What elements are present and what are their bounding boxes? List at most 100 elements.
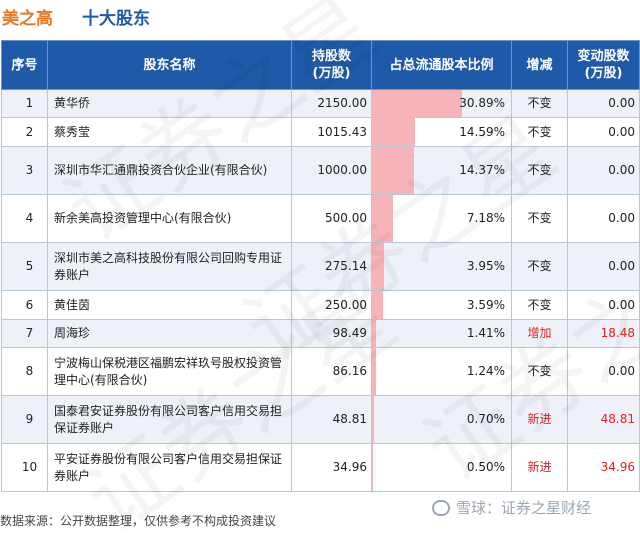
table-header-row: 序号 股东名称 持股数 (万股) 占总流通股本比例 增减 变动股数 (万股) — [1, 40, 640, 90]
change-cell: 不变 — [511, 117, 568, 147]
col-header-change: 增减 — [511, 40, 568, 90]
table-row: 6 黄佳茵 250.00 3.59% 不变 0.00 — [1, 290, 640, 320]
holder-name-cell: 周海珍 — [47, 319, 292, 348]
ratio-value: 0.70% — [466, 412, 505, 426]
logo-text: 雪球：证券之星财经 — [456, 499, 592, 517]
delta-cell: 34.96 — [567, 443, 640, 492]
table-body: 1 黄华侨 2150.00 30.89% 不变 0.00 2 蔡秀莹 1015.43 14.59%… — [1, 89, 640, 492]
change-cell: 新进 — [511, 395, 568, 444]
table-row: 9 国泰君安证券股份有限公司客户信用交易担保证券账户 48.81 0.70% 新进 48.… — [1, 395, 640, 444]
holder-name-cell: 黄华侨 — [47, 89, 292, 118]
delta-cell: 18.48 — [567, 319, 640, 348]
holder-name-cell: 国泰君安证券股份有限公司客户信用交易担保证券账户 — [47, 395, 292, 444]
ratio-bar — [372, 118, 415, 146]
shares-cell: 86.16 — [291, 347, 372, 396]
holder-name-cell: 深圳市华汇通鼎投资合伙企业(有限合伙) — [47, 146, 292, 195]
holder-name-cell: 平安证券股份有限公司客户信用交易担保证券账户 — [47, 443, 292, 492]
col-header-delta: 变动股数 (万股) — [567, 40, 640, 90]
rank-cell: 8 — [1, 347, 48, 396]
ratio-bar — [372, 90, 463, 117]
ratio-cell: 1.24% — [371, 347, 512, 396]
shares-cell: 275.14 — [291, 242, 372, 291]
table-row: 8 宁波梅山保税港区福鹏宏祥玖号股权投资管理中心(有限合伙) 86.16 1.24% 不… — [1, 347, 640, 396]
shares-cell: 2150.00 — [291, 89, 372, 118]
change-cell: 增加 — [511, 319, 568, 348]
change-cell: 不变 — [511, 89, 568, 118]
title-row: 美之高 十大股东 — [0, 0, 640, 34]
holder-name-cell: 黄佳茵 — [47, 290, 292, 320]
ratio-bar — [372, 147, 415, 194]
delta-cell: 48.81 — [567, 395, 640, 444]
ratio-value: 3.95% — [466, 259, 505, 273]
col-header-idx: 序号 — [1, 40, 48, 90]
ratio-cell: 30.89% — [371, 89, 512, 118]
ratio-bar — [372, 444, 374, 491]
ratio-bar — [372, 243, 384, 290]
data-source-note: 数据来源：公开数据整理，仅供参考不构成投资建议 — [0, 514, 277, 528]
ratio-cell: 0.70% — [371, 395, 512, 444]
ratio-value: 7.18% — [466, 211, 505, 225]
rank-cell: 6 — [1, 290, 48, 320]
shares-cell: 500.00 — [291, 194, 372, 243]
table-row: 10 平安证券股份有限公司客户信用交易担保证券账户 34.96 0.50% 新进 34.9… — [1, 443, 640, 492]
rank-cell: 10 — [1, 443, 48, 492]
ratio-value: 14.59% — [459, 124, 505, 139]
ratio-bar — [372, 195, 393, 242]
table-row: 4 新余美高投资管理中心(有限合伙) 500.00 7.18% 不变 0.00 — [1, 194, 640, 243]
logo: 雪球：证券之星财经 — [432, 497, 591, 518]
rank-cell: 4 — [1, 194, 48, 243]
delta-cell: 0.00 — [567, 117, 640, 147]
ratio-value: 3.59% — [466, 297, 505, 312]
change-cell: 不变 — [511, 290, 568, 320]
rank-cell: 2 — [1, 117, 48, 147]
change-cell: 不变 — [511, 242, 568, 291]
shares-cell: 98.49 — [291, 319, 372, 348]
rank-cell: 5 — [1, 242, 48, 291]
shareholders-table: 序号 股东名称 持股数 (万股) 占总流通股本比例 增减 变动股数 (万股) 1 黄华… — [1, 40, 640, 492]
table-row: 5 深圳市美之高科技股份有限公司回购专用证券账户 275.14 3.95% 不变 0.00 — [1, 242, 640, 291]
ratio-value: 14.37% — [459, 163, 505, 177]
delta-cell: 0.00 — [567, 242, 640, 291]
shares-cell: 1015.43 — [291, 117, 372, 147]
ratio-cell: 14.37% — [371, 146, 512, 195]
ratio-cell: 3.59% — [371, 290, 512, 320]
ratio-value: 0.50% — [466, 460, 505, 474]
ratio-bar — [372, 291, 383, 319]
rank-cell: 1 — [1, 89, 48, 118]
change-cell: 不变 — [511, 194, 568, 243]
rank-cell: 9 — [1, 395, 48, 444]
section-title: 十大股东 — [82, 9, 150, 29]
change-cell: 新进 — [511, 443, 568, 492]
ratio-bar — [372, 348, 376, 395]
ratio-value: 1.24% — [466, 364, 505, 378]
table-row: 7 周海珍 98.49 1.41% 增加 18.48 — [1, 319, 640, 348]
ratio-cell: 14.59% — [371, 117, 512, 147]
company-name: 美之高 — [2, 9, 53, 29]
ratio-cell: 7.18% — [371, 194, 512, 243]
shares-cell: 250.00 — [291, 290, 372, 320]
table-row: 3 深圳市华汇通鼎投资合伙企业(有限合伙) 1000.00 14.37% 不变 0.00 — [1, 146, 640, 195]
delta-cell: 0.00 — [567, 290, 640, 320]
holder-name-cell: 深圳市美之高科技股份有限公司回购专用证券账户 — [47, 242, 292, 291]
col-header-ratio: 占总流通股本比例 — [371, 40, 512, 90]
ratio-value: 30.89% — [459, 96, 505, 110]
snowball-icon — [432, 499, 450, 516]
holder-name-cell: 宁波梅山保税港区福鹏宏祥玖号股权投资管理中心(有限合伙) — [47, 347, 292, 396]
ratio-cell: 1.41% — [371, 319, 512, 348]
table-row: 1 黄华侨 2150.00 30.89% 不变 0.00 — [1, 89, 640, 118]
col-header-name: 股东名称 — [47, 40, 292, 90]
shares-cell: 48.81 — [291, 395, 372, 444]
ratio-cell: 0.50% — [371, 443, 512, 492]
holder-name-cell: 蔡秀莹 — [47, 117, 292, 147]
col-header-shares: 持股数 (万股) — [291, 40, 372, 90]
ratio-bar — [372, 320, 377, 347]
holder-name-cell: 新余美高投资管理中心(有限合伙) — [47, 194, 292, 243]
change-cell: 不变 — [511, 146, 568, 195]
table-row: 2 蔡秀莹 1015.43 14.59% 不变 0.00 — [1, 117, 640, 147]
ratio-cell: 3.95% — [371, 242, 512, 291]
rank-cell: 3 — [1, 146, 48, 195]
change-cell: 不变 — [511, 347, 568, 396]
ratio-bar — [372, 396, 375, 443]
delta-cell: 0.00 — [567, 194, 640, 243]
shares-cell: 34.96 — [291, 443, 372, 492]
